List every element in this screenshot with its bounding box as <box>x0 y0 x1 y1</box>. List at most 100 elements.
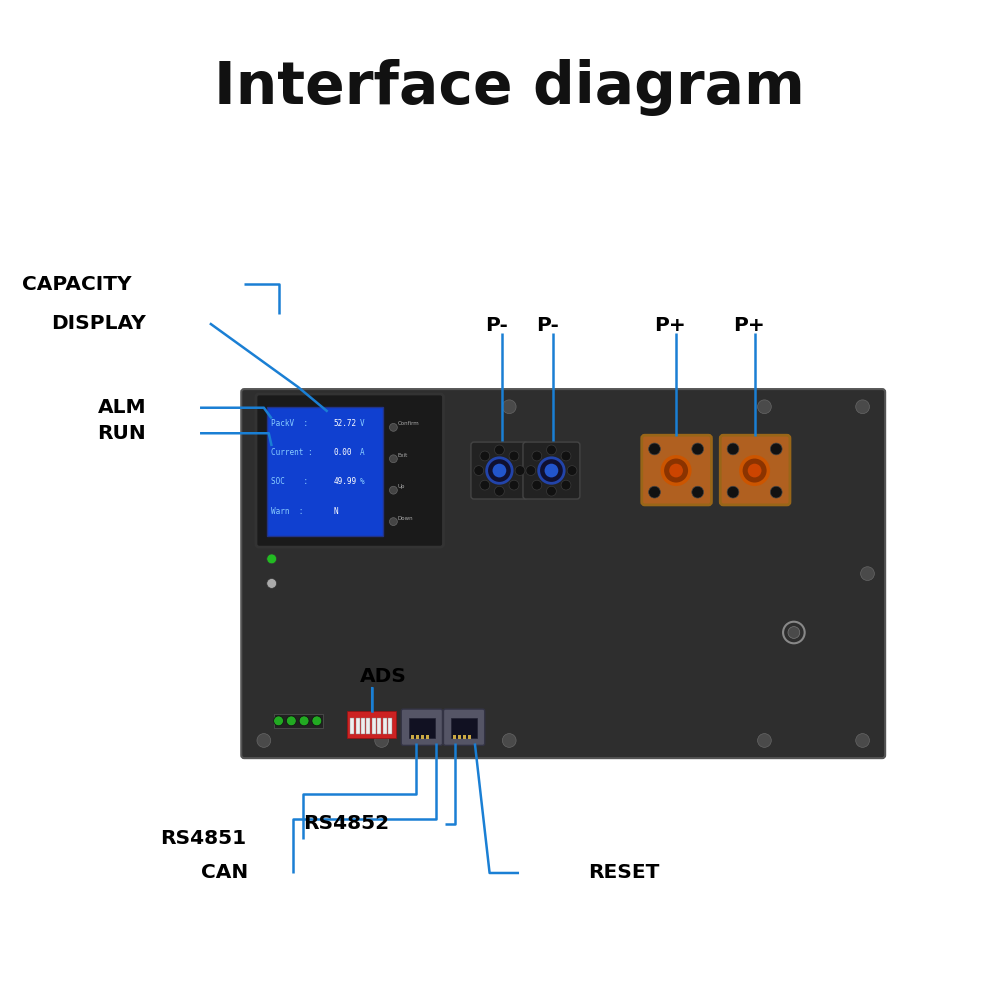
Circle shape <box>515 466 525 475</box>
FancyBboxPatch shape <box>471 442 528 499</box>
Bar <box>409 718 435 738</box>
Text: Down: Down <box>397 516 413 521</box>
Bar <box>453 735 456 739</box>
Circle shape <box>758 734 771 747</box>
Circle shape <box>861 567 874 580</box>
Circle shape <box>502 734 516 747</box>
Circle shape <box>783 622 805 643</box>
Text: RUN: RUN <box>97 424 146 443</box>
Text: 49.99: 49.99 <box>334 477 357 486</box>
Circle shape <box>257 734 271 747</box>
Text: RS4852: RS4852 <box>303 814 389 833</box>
Bar <box>366 718 370 734</box>
Text: RS4851: RS4851 <box>160 829 246 848</box>
Circle shape <box>495 486 504 496</box>
Text: RESET: RESET <box>588 863 659 882</box>
Bar <box>426 735 429 739</box>
Circle shape <box>741 457 768 484</box>
Text: CAPACITY: CAPACITY <box>22 275 131 294</box>
FancyBboxPatch shape <box>401 709 442 745</box>
Bar <box>274 714 323 728</box>
Circle shape <box>474 466 484 475</box>
Bar <box>463 735 466 739</box>
Circle shape <box>545 464 558 477</box>
FancyBboxPatch shape <box>256 394 443 547</box>
Circle shape <box>532 451 542 461</box>
Text: P-: P- <box>485 316 508 335</box>
Bar <box>372 718 376 734</box>
Circle shape <box>274 716 283 726</box>
Text: 52.72: 52.72 <box>334 419 357 428</box>
Circle shape <box>788 627 800 638</box>
Circle shape <box>692 443 704 455</box>
Circle shape <box>856 400 869 414</box>
Circle shape <box>727 486 739 498</box>
Bar <box>377 718 381 734</box>
Circle shape <box>856 734 869 747</box>
Circle shape <box>692 486 704 498</box>
Text: Interface diagram: Interface diagram <box>214 59 805 116</box>
FancyBboxPatch shape <box>443 709 485 745</box>
Bar <box>356 718 360 734</box>
Text: 0.00: 0.00 <box>334 448 352 457</box>
Circle shape <box>487 458 512 483</box>
Circle shape <box>727 443 739 455</box>
Circle shape <box>286 716 296 726</box>
Circle shape <box>662 457 690 484</box>
Text: Confirm: Confirm <box>397 421 419 426</box>
Circle shape <box>649 443 660 455</box>
Circle shape <box>539 458 564 483</box>
Text: Up: Up <box>397 484 405 489</box>
Text: Exit: Exit <box>397 453 408 458</box>
Bar <box>416 735 419 739</box>
Bar <box>451 718 477 738</box>
Circle shape <box>509 451 519 461</box>
Circle shape <box>669 464 683 477</box>
Text: P+: P+ <box>733 316 765 335</box>
Bar <box>421 735 424 739</box>
Circle shape <box>299 716 309 726</box>
Bar <box>383 718 387 734</box>
Circle shape <box>758 400 771 414</box>
Bar <box>411 735 414 739</box>
Circle shape <box>509 480 519 490</box>
Bar <box>458 735 461 739</box>
Text: Current :: Current : <box>271 448 312 457</box>
Circle shape <box>567 466 577 475</box>
FancyBboxPatch shape <box>523 442 580 499</box>
Text: P+: P+ <box>654 316 686 335</box>
FancyBboxPatch shape <box>642 435 711 505</box>
Circle shape <box>389 518 397 526</box>
Circle shape <box>389 486 397 494</box>
Circle shape <box>502 400 516 414</box>
FancyBboxPatch shape <box>241 389 885 758</box>
Circle shape <box>257 400 271 414</box>
Text: N: N <box>334 507 338 516</box>
Text: ALM: ALM <box>97 398 146 417</box>
Circle shape <box>480 480 490 490</box>
Text: Warn  :: Warn : <box>271 507 303 516</box>
Circle shape <box>375 400 388 414</box>
Circle shape <box>375 734 388 747</box>
Circle shape <box>770 486 782 498</box>
Text: ADS: ADS <box>360 667 407 686</box>
Text: A: A <box>360 448 365 457</box>
Text: DISPLAY: DISPLAY <box>51 314 146 333</box>
Bar <box>388 718 392 734</box>
Circle shape <box>532 480 542 490</box>
Circle shape <box>561 451 571 461</box>
Text: PackV  :: PackV : <box>271 419 308 428</box>
Circle shape <box>770 443 782 455</box>
Circle shape <box>526 466 536 475</box>
Circle shape <box>547 486 556 496</box>
Text: V: V <box>360 419 365 428</box>
Circle shape <box>267 579 277 588</box>
Circle shape <box>495 445 504 455</box>
Text: %: % <box>360 477 365 486</box>
Circle shape <box>561 480 571 490</box>
Circle shape <box>389 455 397 463</box>
Circle shape <box>267 554 277 564</box>
Bar <box>350 718 354 734</box>
Circle shape <box>748 464 761 477</box>
Text: P-: P- <box>536 316 559 335</box>
